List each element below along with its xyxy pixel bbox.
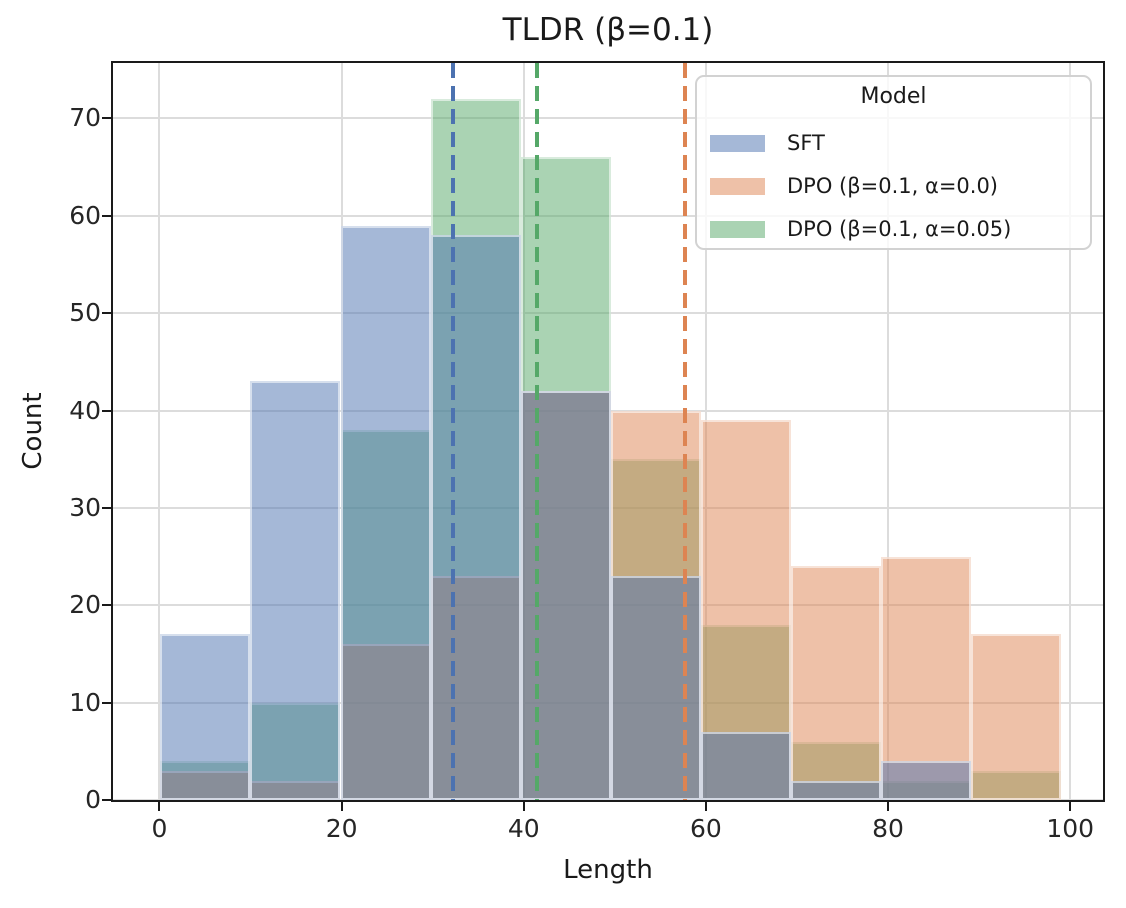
mean-line-dpo-0-1-0-05 — [535, 63, 540, 800]
histogram-bar-sft — [160, 634, 251, 800]
x-tick-mark — [887, 802, 890, 811]
x-tick-label: 40 — [507, 814, 540, 843]
histogram-bar-sft — [880, 761, 972, 800]
histogram-bar-sft — [790, 780, 881, 800]
y-tick-label: 40 — [69, 395, 101, 425]
y-tick-label: 0 — [85, 785, 101, 814]
plot-canvas — [113, 63, 1103, 800]
legend: Model SFT DPO (β=0.1, α=0.0) DPO (β=0.1,… — [695, 75, 1092, 250]
y-tick-mark — [102, 701, 111, 704]
y-tick-label: 10 — [69, 687, 101, 717]
x-tick-mark — [340, 802, 343, 811]
histogram-bar-sft — [700, 731, 791, 800]
y-tick-mark — [102, 506, 111, 509]
y-tick-mark — [102, 117, 111, 120]
legend-label-dpo-a0: DPO (β=0.1, α=0.0) — [787, 174, 999, 198]
histogram-bar-dpo-0-1-0-0 — [790, 566, 881, 800]
mean-line-sft — [450, 63, 455, 800]
histogram-bar-dpo-0-1-0-0 — [971, 634, 1062, 800]
x-tick-label: 60 — [690, 814, 722, 843]
legend-entry-dpo-a005: DPO (β=0.1, α=0.05) — [710, 217, 1012, 241]
legend-entry-dpo-a0: DPO (β=0.1, α=0.0) — [710, 174, 999, 198]
histogram-bar-sft — [250, 381, 341, 800]
x-tick-mark — [1069, 802, 1072, 811]
gridline-vertical — [1069, 63, 1072, 800]
histogram-bar-sft — [430, 235, 521, 800]
x-axis-label: Length — [563, 855, 653, 885]
x-tick-mark — [704, 802, 707, 811]
histogram-bar-sft — [520, 391, 611, 800]
histogram-bar-dpo-0-1-0-0 — [880, 556, 972, 800]
gridline-horizontal — [113, 117, 1103, 120]
histogram-bar-sft — [340, 225, 431, 800]
y-tick-label: 70 — [69, 103, 101, 133]
y-tick-label: 60 — [69, 200, 101, 230]
legend-entry-sft: SFT — [710, 131, 825, 155]
y-tick-label: 50 — [69, 298, 101, 328]
mean-line-dpo-0-1-0-0 — [682, 63, 687, 800]
x-tick-label: 80 — [872, 814, 904, 843]
x-tick-mark — [522, 802, 525, 811]
y-tick-label: 20 — [69, 590, 101, 620]
y-tick-label: 30 — [69, 492, 101, 522]
chart-title: TLDR (β=0.1) — [502, 12, 714, 48]
y-tick-mark — [102, 799, 111, 801]
gridline-vertical — [158, 63, 161, 800]
x-tick-label: 0 — [151, 814, 168, 843]
y-axis-label: Count — [18, 392, 48, 470]
y-tick-mark — [102, 214, 111, 217]
legend-swatch-sft — [710, 135, 765, 152]
gridline-vertical — [887, 63, 890, 800]
y-tick-mark — [102, 312, 111, 315]
x-tick-label: 20 — [325, 814, 358, 843]
legend-swatch-dpo-a0 — [710, 178, 765, 195]
legend-label-sft: SFT — [787, 131, 825, 155]
y-tick-mark — [102, 604, 111, 607]
legend-label-dpo-a005: DPO (β=0.1, α=0.05) — [787, 217, 1012, 241]
legend-swatch-dpo-a005 — [710, 221, 765, 238]
x-tick-mark — [158, 802, 161, 811]
x-tick-label: 100 — [1046, 814, 1095, 843]
legend-title: Model — [860, 84, 927, 109]
histogram-bar-sft — [610, 576, 701, 800]
y-tick-mark — [102, 409, 111, 412]
